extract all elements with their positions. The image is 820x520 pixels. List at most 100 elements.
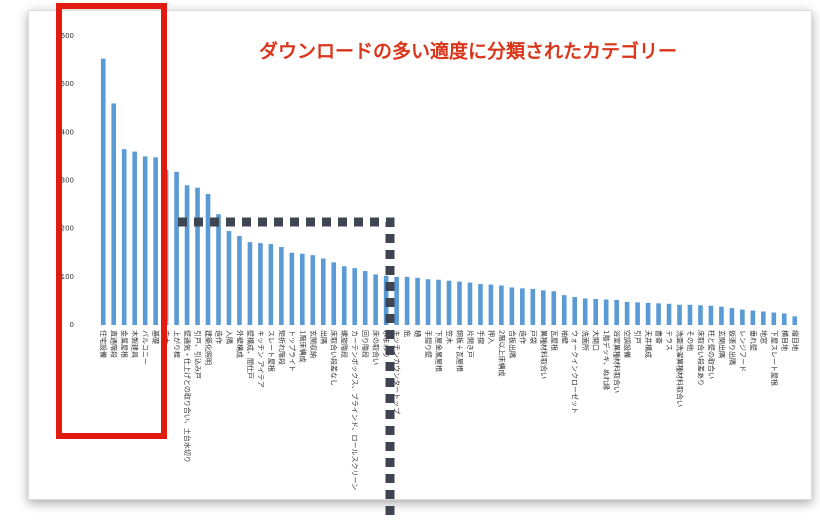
- x-tick-label: 笠木: [445, 330, 454, 344]
- bar: [656, 303, 661, 325]
- bar: [404, 276, 410, 325]
- x-tick-label: 基礎: [152, 330, 161, 344]
- x-tick-label: 大開口: [592, 330, 601, 351]
- y-tick-label: 600: [61, 32, 74, 40]
- x-tick-label: 地窓: [759, 330, 768, 344]
- chart-card: [28, 10, 812, 500]
- x-tick-label: 押入: [487, 330, 496, 344]
- x-tick-label: 引戸、引込み戸: [194, 330, 203, 379]
- bar: [247, 242, 253, 325]
- bar: [729, 308, 735, 325]
- x-tick-label: テラス: [665, 330, 673, 351]
- x-tick-label: 壁通気・仕上げとの取り合い、土台水切り: [183, 330, 192, 463]
- x-tick-label: 木製建具: [131, 330, 140, 358]
- x-tick-label: 合板出隅: [508, 330, 517, 358]
- bar: [635, 302, 640, 325]
- bar: [582, 298, 588, 325]
- x-tick-label: 書斎: [655, 330, 664, 344]
- x-tick-label: 造作: [214, 330, 223, 344]
- bar: [488, 284, 494, 325]
- bar: [719, 306, 724, 325]
- x-tick-label: 矩折れ階段: [277, 330, 286, 365]
- x-tick-label: その他: [686, 330, 695, 351]
- bar: [289, 252, 295, 325]
- x-tick-label: 仮張り出隅: [728, 330, 737, 365]
- bar: [593, 298, 598, 325]
- x-tick-label: 水まわり: [382, 330, 391, 358]
- bar: [394, 276, 399, 325]
- x-tick-label: 螺旋階段: [340, 330, 349, 358]
- x-tick-label: 柱と壁の取合い: [707, 330, 716, 379]
- x-tick-label: 玄関出隅: [717, 330, 726, 358]
- x-tick-label: バルコニー: [141, 330, 149, 365]
- x-tick-label: カーテンボックス、ブラインド、ロールスクリーン: [351, 330, 360, 490]
- bar: [530, 288, 536, 325]
- x-tick-label: 片開き戸: [466, 330, 475, 358]
- bar: [740, 309, 745, 325]
- bar: [603, 299, 609, 325]
- x-tick-label: 樋: [414, 330, 423, 337]
- bar: [352, 268, 358, 325]
- x-tick-label: 袖壁: [560, 330, 569, 344]
- bar: [174, 171, 179, 325]
- x-tick-label: 天井構成: [644, 330, 653, 358]
- x-tick-label: 直通階段: [110, 330, 119, 358]
- x-tick-label: 戸袋: [529, 330, 538, 344]
- highlight-box: [56, 3, 167, 439]
- x-tick-label: 床取合い段差なし: [330, 330, 339, 386]
- bar: [100, 58, 106, 325]
- bar: [111, 103, 117, 325]
- bar: [226, 231, 232, 325]
- y-tick-label: 400: [61, 128, 74, 136]
- bar: [457, 281, 462, 325]
- dashed-guide: [178, 217, 395, 520]
- bar: [279, 246, 284, 325]
- bar: [750, 310, 756, 325]
- bar: [331, 262, 337, 325]
- x-tick-label: レンジフード: [738, 330, 746, 372]
- bar: [792, 316, 798, 325]
- x-tick-label: 横目地: [780, 330, 789, 351]
- bar: [237, 235, 242, 325]
- x-tick-label: 金属屋根: [120, 330, 129, 358]
- x-tick-label: 縦目地: [791, 330, 800, 351]
- bar: [121, 149, 127, 325]
- bar: [698, 305, 703, 325]
- bar: [425, 279, 431, 325]
- x-tick-label: 引戸: [634, 330, 643, 344]
- x-tick-label: トップライト: [288, 330, 296, 372]
- bar: [195, 187, 200, 325]
- x-tick-label: 造作: [518, 330, 527, 344]
- bar: [341, 266, 347, 325]
- bar: [666, 303, 672, 325]
- x-tick-label: 洗面所: [581, 330, 590, 351]
- bar: [205, 193, 211, 325]
- x-tick-label: 回り階段: [361, 330, 370, 358]
- x-tick-label: 建築化照明: [204, 330, 213, 365]
- x-tick-label: 1階床構成: [298, 330, 307, 362]
- x-tick-label: 浴室異種材料取合い: [613, 330, 622, 393]
- x-tick-label: 住宅設備: [99, 330, 108, 358]
- bar: [216, 214, 221, 325]
- x-tick-label: 洗面洗濯異種材料取合い: [676, 330, 685, 407]
- bar: [415, 277, 420, 325]
- bar: [268, 244, 274, 325]
- x-tick-label: 2階以上床構成: [497, 330, 506, 376]
- bar: [509, 287, 515, 325]
- x-tick-label: 下屋金属屋根: [435, 330, 444, 372]
- x-tick-label: 床の取合い: [372, 330, 381, 365]
- x-tick-label: 玄関収納: [309, 330, 318, 358]
- bar: [373, 274, 378, 325]
- x-tick-label: 1階デッキ、ぬれ縁: [602, 330, 611, 390]
- bar: [499, 285, 504, 325]
- x-tick-label: キッチンカウンタートップ: [393, 330, 402, 414]
- bar: [645, 302, 651, 325]
- x-tick-label: 出隅: [319, 330, 328, 344]
- y-tick-label: 500: [61, 80, 74, 88]
- bar: [300, 253, 305, 325]
- bar: [258, 243, 263, 325]
- bar: [771, 312, 777, 325]
- bar: [436, 279, 441, 325]
